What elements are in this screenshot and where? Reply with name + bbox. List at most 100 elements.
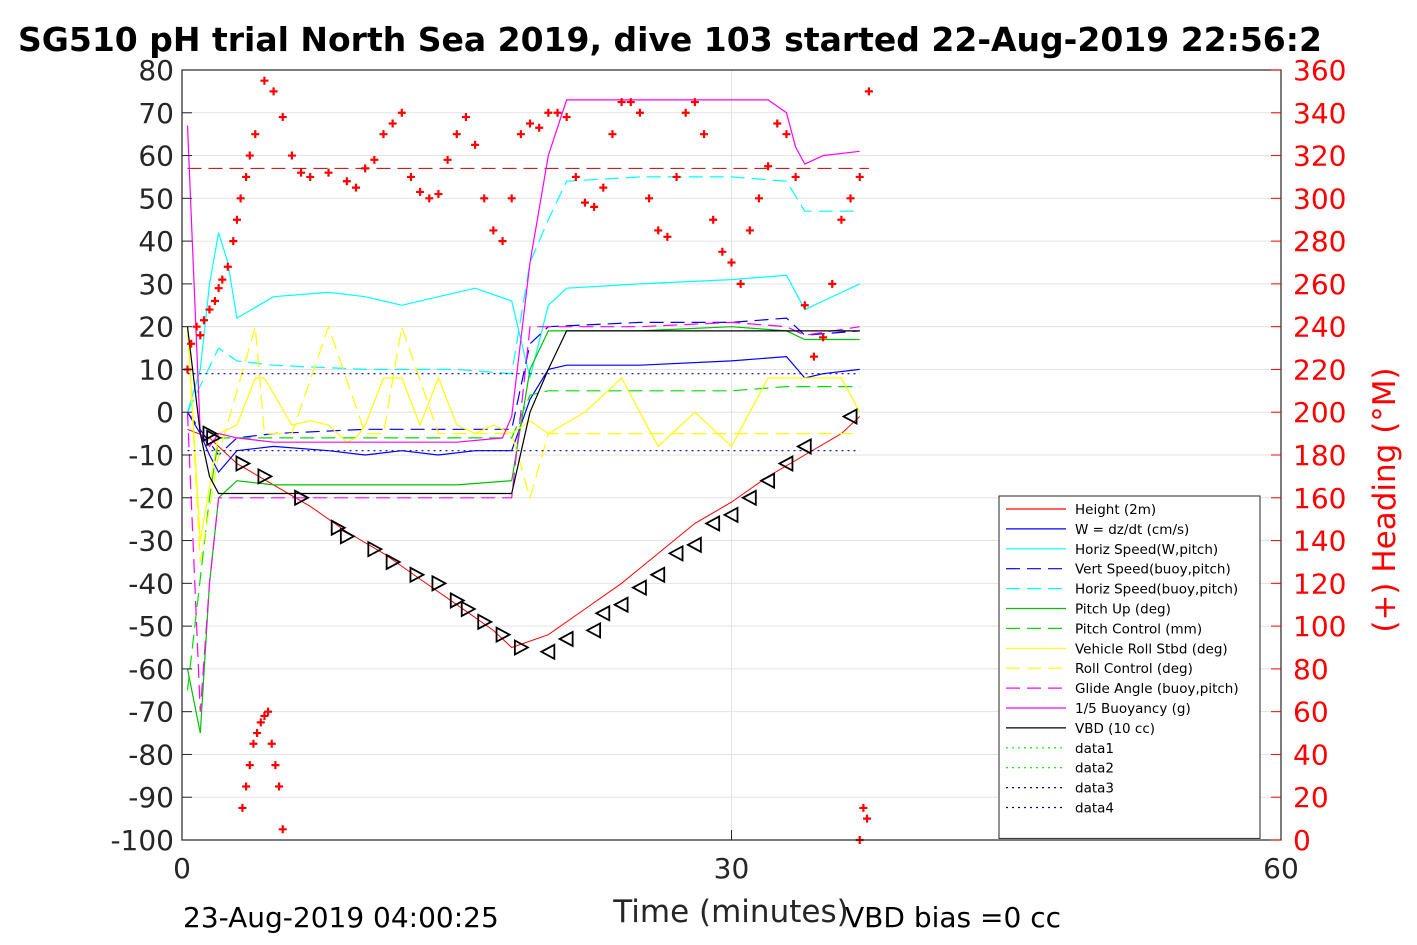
triangle-marker xyxy=(722,506,739,524)
heading-point xyxy=(791,172,800,181)
legend-label-w: W = dz/dt (cm/s) xyxy=(1075,522,1189,538)
triangle-marker xyxy=(202,425,219,443)
triangle-marker xyxy=(385,553,402,571)
y-tick-label-right: 280 xyxy=(1293,225,1346,258)
heading-point xyxy=(416,187,425,196)
markers xyxy=(183,76,873,844)
heading-point xyxy=(800,301,809,310)
heading-point xyxy=(709,215,718,224)
series-line-horiz_w xyxy=(186,232,860,413)
series-line-glide xyxy=(186,321,860,712)
heading-point xyxy=(764,162,773,171)
heading-point xyxy=(727,258,736,267)
heading-point-low xyxy=(275,782,284,791)
heading-point xyxy=(245,151,254,160)
footer-timestamp: 23-Aug-2019 04:00:25 xyxy=(183,901,499,934)
ticks: 80706050403020100-10-20-30-40-50-60-70-8… xyxy=(110,54,1346,885)
x-tick-label: 30 xyxy=(714,852,750,885)
triangle-marker xyxy=(795,437,812,455)
y-tick-label-left: 0 xyxy=(156,396,174,429)
series-line-buoy xyxy=(186,99,860,448)
heading-point-low xyxy=(245,761,254,770)
heading-point xyxy=(635,108,644,117)
heading-point-low xyxy=(278,825,287,834)
heading-point-low xyxy=(253,729,262,738)
x-tick-label: 60 xyxy=(1263,852,1299,885)
heading-point xyxy=(590,202,599,211)
heading-point-low xyxy=(859,803,868,812)
series-line-height xyxy=(187,416,861,649)
y-tick-label-left: 20 xyxy=(138,311,174,344)
heading-point xyxy=(736,279,745,288)
heading-point xyxy=(663,232,672,241)
heading-point-low xyxy=(256,718,265,727)
heading-point xyxy=(269,87,278,96)
triangle-marker xyxy=(612,596,629,614)
y-tick-label-left: -100 xyxy=(110,824,174,857)
heading-point xyxy=(809,352,818,361)
triangle-marker xyxy=(685,536,702,554)
y-tick-label-left: -70 xyxy=(128,696,174,729)
triangle-marker xyxy=(759,472,776,490)
y-tick-label-right: 260 xyxy=(1293,268,1346,301)
triangle-marker xyxy=(740,489,757,507)
heading-point xyxy=(645,194,654,203)
y-tick-label-right: 240 xyxy=(1293,311,1346,344)
y-tick-label-right: 40 xyxy=(1293,738,1329,771)
heading-point-low xyxy=(863,814,872,823)
triangle-marker xyxy=(495,626,512,644)
heading-point xyxy=(544,108,553,117)
series-line-w xyxy=(186,355,860,474)
heading-point xyxy=(352,183,361,192)
heading-point xyxy=(535,123,544,132)
heading-point xyxy=(819,333,828,342)
triangle-marker xyxy=(330,519,347,537)
triangle-marker xyxy=(667,544,684,562)
heading-point xyxy=(654,226,663,235)
heading-point xyxy=(361,164,370,173)
triangle-marker xyxy=(294,489,310,507)
series-line-roll_ctl xyxy=(186,324,860,563)
y-tick-label-left: -80 xyxy=(128,738,174,771)
heading-point xyxy=(425,194,434,203)
heading-point xyxy=(580,198,589,207)
heading-point xyxy=(260,76,269,85)
heading-point-low xyxy=(271,761,280,770)
heading-point xyxy=(232,215,241,224)
y-tick-label-right: 0 xyxy=(1293,824,1311,857)
heading-point xyxy=(452,130,461,139)
triangle-marker xyxy=(257,467,274,485)
heading-point xyxy=(236,194,245,203)
heading-point xyxy=(507,194,516,203)
y-tick-label-left: 60 xyxy=(138,140,174,173)
y-tick-label-left: -20 xyxy=(128,482,174,515)
heading-point xyxy=(370,155,379,164)
y-tick-label-right: 100 xyxy=(1293,610,1346,643)
heading-point xyxy=(828,279,837,288)
y-tick-label-left: 30 xyxy=(138,268,174,301)
legend-box xyxy=(998,495,1261,839)
triangle-marker xyxy=(235,455,252,473)
legend-label-glide: Glide Angle (buoy,pitch) xyxy=(1075,681,1239,697)
y-tick-label-right: 360 xyxy=(1293,54,1346,87)
heading-point xyxy=(471,140,480,149)
y-tick-label-right: 80 xyxy=(1293,653,1329,686)
legend-label-data3: data3 xyxy=(1075,781,1114,797)
y-tick-label-right: 300 xyxy=(1293,182,1346,215)
y-tick-label-right: 220 xyxy=(1293,353,1346,386)
triangle-marker xyxy=(631,579,647,597)
triangle-marker xyxy=(367,540,384,558)
heading-point xyxy=(718,247,727,256)
heading-point xyxy=(196,331,205,340)
triangle-marker xyxy=(206,429,223,447)
y-tick-label-right: 320 xyxy=(1293,140,1346,173)
series-line-horiz_buoy xyxy=(186,176,860,413)
heading-point xyxy=(214,284,223,293)
y-tick-label-left: -50 xyxy=(128,610,174,643)
heading-point xyxy=(745,226,754,235)
heading-point xyxy=(837,215,846,224)
legend-label-pitch_ctl: Pitch Control (mm) xyxy=(1075,621,1202,637)
heading-point-low xyxy=(242,782,251,791)
triangle-marker xyxy=(339,527,356,545)
y-tick-label-right: 20 xyxy=(1293,781,1329,814)
